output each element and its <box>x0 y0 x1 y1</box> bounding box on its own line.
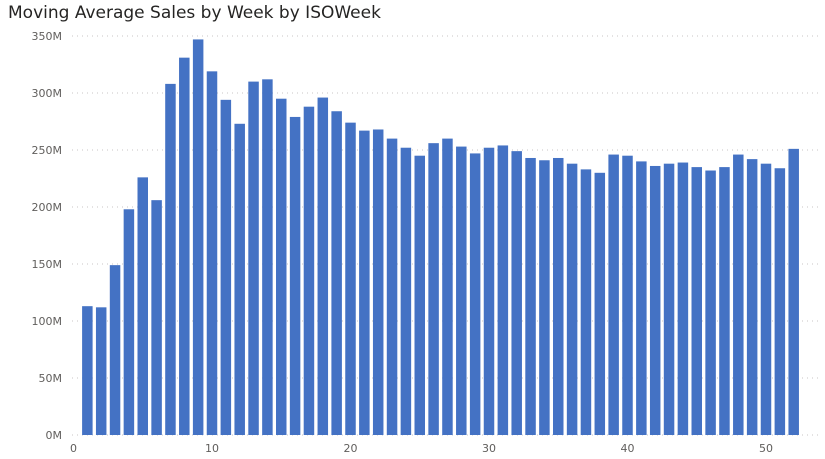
y-tick-label: 150M <box>32 258 63 271</box>
bar-week-21[interactable] <box>359 130 370 435</box>
y-tick-label: 250M <box>32 144 63 157</box>
bar-week-4[interactable] <box>123 209 135 435</box>
bars <box>82 39 799 436</box>
bar-week-15[interactable] <box>276 98 287 435</box>
y-tick-label: 300M <box>32 87 63 100</box>
bar-week-47[interactable] <box>719 167 730 435</box>
bar-week-39[interactable] <box>608 154 619 435</box>
bar-week-24[interactable] <box>400 147 412 435</box>
y-tick-label: 100M <box>32 315 63 328</box>
bar-week-28[interactable] <box>456 146 467 435</box>
bar-week-29[interactable] <box>469 153 481 436</box>
bar-week-7[interactable] <box>165 83 176 435</box>
bar-week-23[interactable] <box>386 138 398 435</box>
bar-week-50[interactable] <box>760 163 772 435</box>
bar-week-22[interactable] <box>372 129 384 436</box>
bar-week-35[interactable] <box>553 157 564 436</box>
bar-week-19[interactable] <box>331 111 342 436</box>
bar-week-30[interactable] <box>483 147 495 435</box>
bar-week-36[interactable] <box>566 163 578 435</box>
bar-week-48[interactable] <box>733 154 744 435</box>
x-tick-label: 50 <box>759 442 773 455</box>
y-tick-label: 0M <box>46 429 63 442</box>
x-tick-label: 40 <box>621 442 635 455</box>
y-axis: 0M 50M 100M 150M 200M 250M 300M 350M <box>32 30 63 442</box>
bar-week-33[interactable] <box>525 157 536 436</box>
x-tick-label: 30 <box>482 442 496 455</box>
bar-week-46[interactable] <box>705 170 716 435</box>
bar-week-43[interactable] <box>663 163 675 435</box>
bar-week-25[interactable] <box>414 155 426 435</box>
bar-week-8[interactable] <box>179 57 190 435</box>
bar-week-42[interactable] <box>649 165 661 435</box>
bar-week-2[interactable] <box>95 307 107 435</box>
bar-week-31[interactable] <box>497 145 509 435</box>
bar-week-17[interactable] <box>303 106 315 436</box>
bar-week-6[interactable] <box>151 200 162 435</box>
x-tick-label: 10 <box>205 442 219 455</box>
y-tick-label: 200M <box>32 201 63 214</box>
x-tick-label: 0 <box>70 442 77 455</box>
bar-week-13[interactable] <box>248 81 259 435</box>
bar-week-11[interactable] <box>220 99 232 435</box>
chart-title: Moving Average Sales by Week by ISOWeek <box>8 3 381 23</box>
bar-week-27[interactable] <box>442 138 453 435</box>
x-axis: 0 10 20 30 40 50 <box>70 442 773 455</box>
bar-week-49[interactable] <box>746 159 758 435</box>
bar-week-14[interactable] <box>262 79 273 435</box>
bar-week-20[interactable] <box>345 122 356 435</box>
bar-week-41[interactable] <box>636 161 647 435</box>
bar-week-52[interactable] <box>788 148 799 436</box>
bar-week-40[interactable] <box>622 155 633 435</box>
bar-week-38[interactable] <box>594 172 606 436</box>
bar-week-16[interactable] <box>289 116 301 435</box>
bar-week-9[interactable] <box>192 39 204 436</box>
bar-week-10[interactable] <box>206 71 218 435</box>
bar-week-26[interactable] <box>428 143 439 435</box>
bar-week-3[interactable] <box>109 265 121 435</box>
bar-week-1[interactable] <box>82 306 93 435</box>
bar-week-34[interactable] <box>539 160 550 435</box>
bar-week-32[interactable] <box>511 151 522 435</box>
bar-week-44[interactable] <box>677 162 689 436</box>
bar-week-12[interactable] <box>234 123 245 435</box>
bar-week-45[interactable] <box>691 167 703 435</box>
bar-week-5[interactable] <box>137 177 149 436</box>
y-tick-label: 50M <box>39 372 63 385</box>
bar-week-37[interactable] <box>580 169 592 435</box>
x-tick-label: 20 <box>344 442 358 455</box>
bar-week-18[interactable] <box>317 97 329 435</box>
bar-week-51[interactable] <box>774 168 786 436</box>
y-tick-label: 350M <box>32 30 63 43</box>
